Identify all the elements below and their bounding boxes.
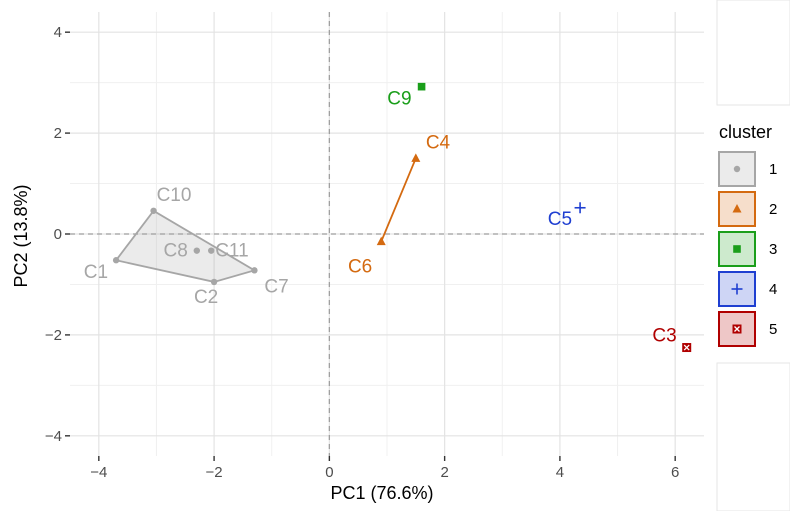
- point-label-c1: C1: [84, 262, 108, 283]
- legend-marker-2: [732, 204, 742, 213]
- point-c1: [112, 257, 120, 264]
- point-c4: [411, 153, 421, 162]
- point-label-c3: C3: [652, 326, 676, 347]
- point-c3-cross-b: [683, 344, 690, 351]
- legend-label-5: 5: [769, 321, 777, 338]
- legend-frame-bottom: [716, 362, 790, 511]
- point-labels: C1 C10 C8 C11 C2 C7 C4 C6 C9 C5 C3: [84, 89, 677, 347]
- y-tick-label: 4: [54, 24, 62, 41]
- legend: 1 2 3 4 5: [718, 151, 777, 347]
- x-tick-label: −4: [90, 464, 107, 481]
- point-label-c5: C5: [548, 209, 572, 230]
- axes: −4 −2 0 2 4 6 −4 −2 0 2 4: [45, 24, 679, 481]
- point-c6: [376, 236, 386, 246]
- legend-marker-5-cross-b: [734, 326, 740, 332]
- y-tick-label: −4: [45, 428, 62, 445]
- legend-label-3: 3: [769, 241, 777, 258]
- legend-frame-top: [716, 0, 790, 106]
- point-label-c7: C7: [264, 276, 288, 297]
- point-label-c9: C9: [387, 89, 411, 110]
- legend-marker-4: [731, 283, 743, 295]
- reference-lines: [70, 12, 704, 456]
- point-c3: [682, 343, 692, 353]
- point-label-c4: C4: [426, 132, 451, 153]
- point-c8: [193, 247, 200, 254]
- data-points: [112, 82, 692, 353]
- point-label-c8: C8: [164, 241, 188, 262]
- legend-label-2: 2: [769, 201, 777, 218]
- y-tick-label: 0: [54, 226, 62, 243]
- point-c10: [150, 207, 157, 214]
- x-tick-label: 4: [556, 464, 564, 481]
- x-tick-label: 0: [325, 464, 333, 481]
- point-c9: [417, 82, 426, 91]
- y-tick-label: 2: [54, 125, 62, 142]
- legend-marker-1: [733, 165, 741, 173]
- point-c7: [251, 267, 258, 274]
- x-axis-title: PC1 (76.6%): [330, 483, 433, 503]
- point-label-c6: C6: [348, 257, 372, 278]
- point-label-c10: C10: [157, 185, 192, 206]
- y-axis-title: PC2 (13.8%): [11, 184, 31, 287]
- x-tick-label: 2: [440, 464, 448, 481]
- legend-marker-3: [733, 245, 741, 253]
- point-c5: [574, 202, 586, 214]
- point-c2: [210, 278, 218, 286]
- point-label-c11: C11: [215, 241, 248, 262]
- legend-marker-5: [732, 324, 742, 334]
- x-tick-label: 6: [671, 464, 679, 481]
- point-c11: [208, 247, 215, 254]
- cluster-2-hull: [380, 157, 417, 242]
- grid-lines: [70, 12, 704, 456]
- legend-label-4: 4: [769, 281, 777, 298]
- y-tick-label: −2: [45, 327, 62, 344]
- legend-title: cluster: [719, 122, 772, 142]
- legend-label-1: 1: [769, 161, 777, 178]
- point-label-c2: C2: [194, 287, 218, 308]
- x-tick-label: −2: [206, 464, 223, 481]
